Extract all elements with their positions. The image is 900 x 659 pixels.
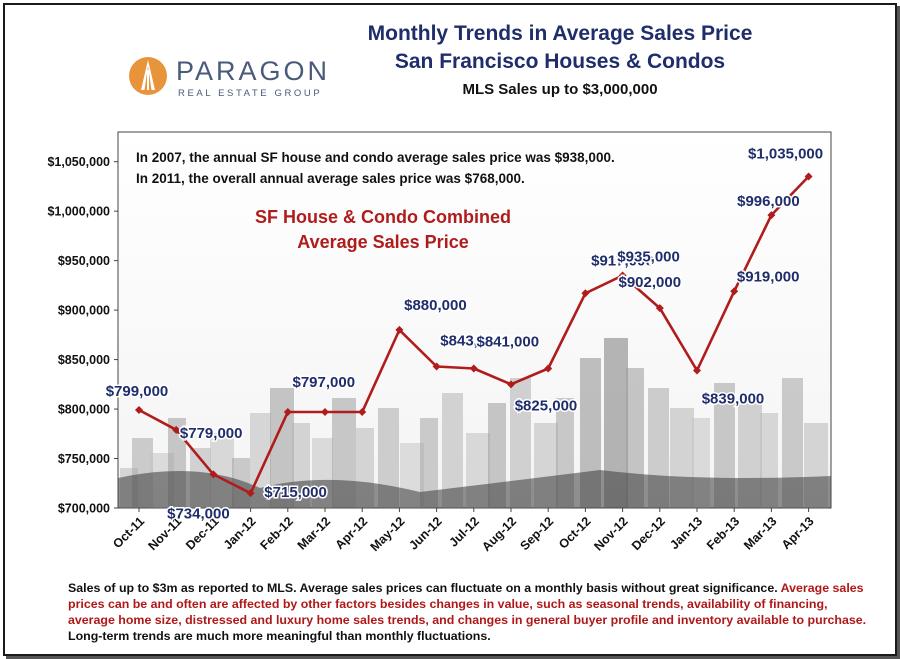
data-point xyxy=(544,364,553,373)
data-label: $935,000 xyxy=(617,248,680,265)
x-tick-label: Mar-12 xyxy=(295,514,333,552)
chart-title-line-2: Average Sales Price xyxy=(297,232,468,252)
chart-title-line-1: SF House & Condo Combined xyxy=(255,207,511,227)
x-tick-label: Jan-13 xyxy=(667,514,705,552)
data-label: $715,000 xyxy=(264,484,327,501)
skyline-building xyxy=(488,403,506,508)
series-group xyxy=(135,172,813,498)
data-point xyxy=(804,172,813,181)
y-axis: $700,000 $750,000 $800,000 $850,000 $900,000… xyxy=(47,155,118,516)
data-point xyxy=(246,489,255,498)
data-point xyxy=(283,408,292,417)
skyline-building xyxy=(378,408,399,508)
note-line-1: Sales of up to $3m as reported to MLS. A… xyxy=(68,581,778,595)
data-label: $825,000 xyxy=(515,397,578,414)
data-label: $797,000 xyxy=(293,374,356,391)
x-tick-label: Aug-12 xyxy=(479,514,519,554)
x-tick-label: Jun-12 xyxy=(406,514,444,552)
footer-note: Sales of up to $3m as reported to MLS. A… xyxy=(68,580,868,644)
data-point xyxy=(618,271,627,280)
skyline-building xyxy=(510,378,531,508)
x-tick-label: Oct-12 xyxy=(556,514,593,551)
y-tick-label: $750,000 xyxy=(58,452,110,466)
data-label: $734,000 xyxy=(167,505,230,522)
y-tick-label: $1,000,000 xyxy=(47,205,110,219)
x-tick-label: Dec-12 xyxy=(629,514,668,553)
note-red: Average sales prices can be and often ar… xyxy=(68,581,867,627)
y-tick-label: $900,000 xyxy=(58,304,110,318)
data-label: $902,000 xyxy=(619,274,682,291)
y-tick-label: $850,000 xyxy=(58,353,110,367)
data-label: $996,000 xyxy=(737,193,800,210)
data-point xyxy=(321,408,329,417)
data-point xyxy=(469,364,478,373)
title-line-2: San Francisco Houses & Condos xyxy=(394,50,726,73)
data-label: $799,000 xyxy=(106,383,169,400)
x-tick-label: Apr-13 xyxy=(779,514,817,552)
x-tick-label: Jul-12 xyxy=(446,514,481,549)
data-label: $1,035,000 xyxy=(748,146,823,163)
data-point xyxy=(507,380,515,389)
data-label: $880,000 xyxy=(404,297,467,314)
data-point xyxy=(581,289,590,298)
skyline-building xyxy=(782,378,803,508)
data-label: $919,000 xyxy=(737,268,800,285)
data-point xyxy=(432,362,441,371)
page-title: Monthly Trends in Average Sales Price Sa… xyxy=(345,20,775,76)
data-label: $779,000 xyxy=(180,425,243,442)
x-tick-label: Feb-13 xyxy=(704,514,742,552)
data-point xyxy=(209,470,218,479)
data-point xyxy=(358,408,367,417)
y-tick-label: $1,050,000 xyxy=(47,155,110,169)
data-label: $843,000 xyxy=(440,333,503,350)
y-tick-label: $700,000 xyxy=(58,502,110,516)
logo-name: PARAGON xyxy=(176,56,331,86)
data-point xyxy=(395,325,404,334)
x-tick-label: Oct-11 xyxy=(110,514,147,551)
paragon-tower-logo-icon xyxy=(129,57,167,95)
logo-tagline: REAL ESTATE GROUP xyxy=(178,88,323,99)
note-end: Long-term trends are much more meaningfu… xyxy=(68,629,491,643)
annotation-1: In 2007, the annual SF house and condo a… xyxy=(136,150,615,165)
skyline-building xyxy=(626,368,644,508)
y-tick-label: $800,000 xyxy=(58,403,110,417)
data-label: $839,000 xyxy=(702,390,765,407)
data-point xyxy=(172,425,181,434)
title-line-1: Monthly Trends in Average Sales Price xyxy=(367,22,753,45)
x-tick-label: Nov-12 xyxy=(591,514,630,553)
skyline-background xyxy=(118,338,831,508)
x-tick-label: Feb-12 xyxy=(258,514,296,552)
x-tick-label: Mar-13 xyxy=(741,514,779,552)
annotation-2: In 2011, the overall annual average sale… xyxy=(136,171,525,186)
y-tick-label: $950,000 xyxy=(58,254,110,268)
page-subtitle: MLS Sales up to $3,000,000 xyxy=(462,81,658,98)
data-labels: $799,000 $779,000 $734,000 $715,000 $797,000… xyxy=(104,144,824,524)
data-point xyxy=(135,406,143,415)
data-point xyxy=(730,287,739,296)
x-tick-label: Apr-12 xyxy=(332,514,370,552)
skyline-building xyxy=(714,383,735,508)
data-point xyxy=(655,304,664,313)
x-tick-label: Sep-12 xyxy=(517,514,556,553)
skyline-foreground xyxy=(118,470,831,508)
skyline-building xyxy=(442,393,463,508)
x-tick-label: May-12 xyxy=(368,514,408,554)
data-label: $917,000 xyxy=(591,252,654,269)
skyline-building xyxy=(420,418,438,508)
skyline-building xyxy=(580,358,601,508)
data-point xyxy=(693,366,701,375)
data-label: $841,000 xyxy=(477,333,540,350)
data-point xyxy=(767,211,776,220)
